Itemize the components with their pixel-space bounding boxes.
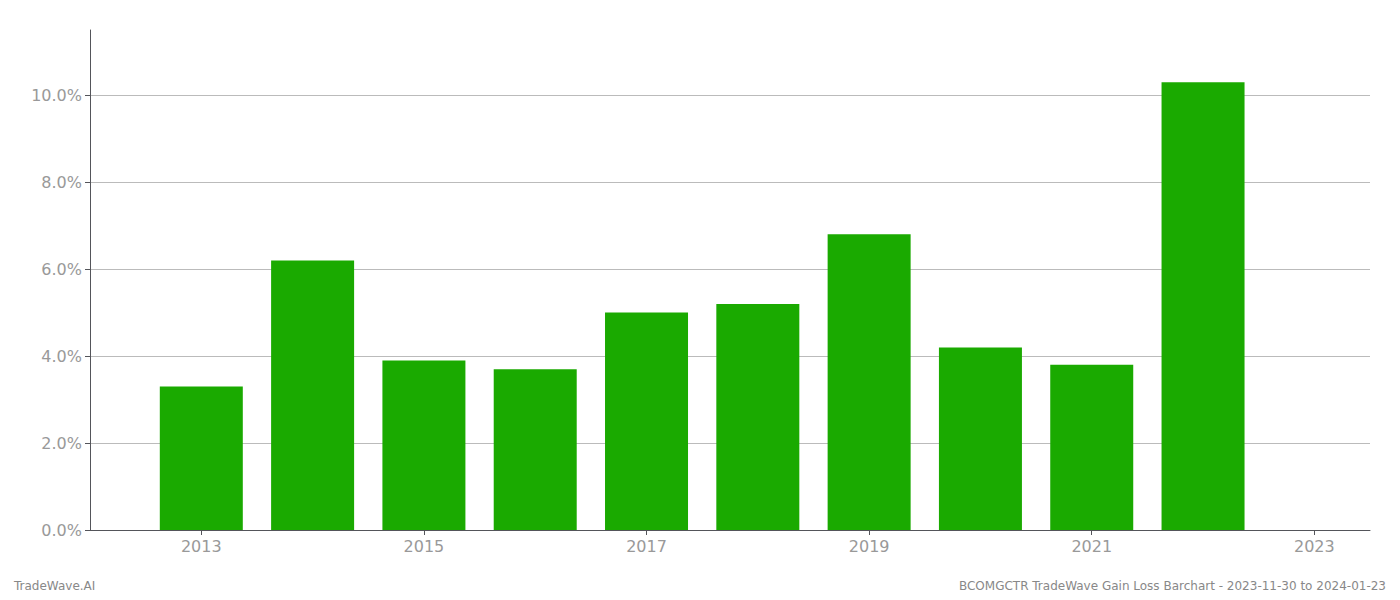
svg-text:BCOMGCTR TradeWave Gain Loss B: BCOMGCTR TradeWave Gain Loss Barchart - … [959,579,1386,593]
svg-text:10.0%: 10.0% [31,86,82,105]
svg-text:8.0%: 8.0% [41,173,82,192]
svg-text:2015: 2015 [404,537,445,556]
svg-text:6.0%: 6.0% [41,260,82,279]
svg-text:2013: 2013 [181,537,222,556]
svg-text:2019: 2019 [849,537,890,556]
svg-text:2.0%: 2.0% [41,434,82,453]
svg-text:0.0%: 0.0% [41,521,82,540]
svg-text:TradeWave.AI: TradeWave.AI [13,579,95,593]
svg-text:2021: 2021 [1071,537,1112,556]
svg-text:4.0%: 4.0% [41,347,82,366]
svg-text:2017: 2017 [626,537,667,556]
svg-text:2023: 2023 [1294,537,1335,556]
